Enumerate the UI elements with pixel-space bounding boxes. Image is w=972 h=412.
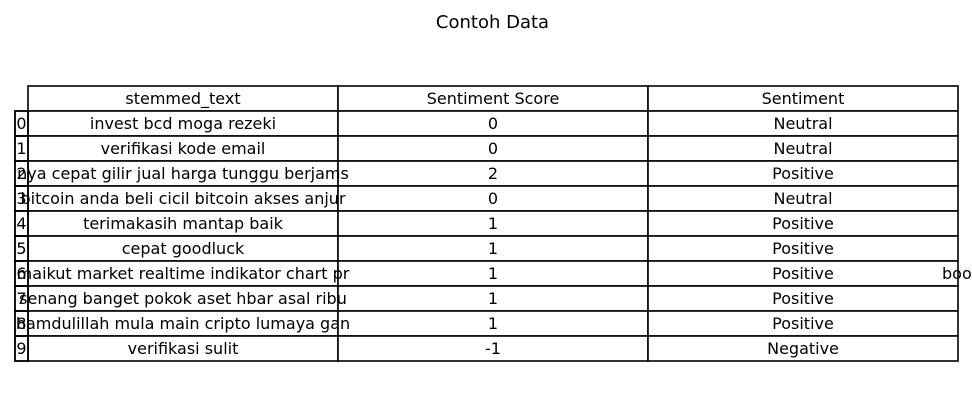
row-label: 6 bbox=[16, 264, 26, 283]
table-cell bbox=[27, 210, 339, 237]
table-cell bbox=[647, 310, 959, 337]
sentiment-cell: Neutral bbox=[773, 114, 832, 133]
overflow-text: boo bbox=[942, 264, 972, 283]
score-cell: 1 bbox=[488, 239, 498, 258]
table-cell bbox=[647, 285, 959, 312]
stemmed-text-cell: terimakasih mantap baik bbox=[83, 214, 284, 233]
row-label: 3 bbox=[16, 189, 26, 208]
score-cell: 0 bbox=[488, 139, 498, 158]
stemmed-text-cell: verifikasi kode email bbox=[101, 139, 266, 158]
table-cell bbox=[27, 160, 339, 187]
sentiment-cell: Negative bbox=[767, 339, 839, 358]
stemmed-text-cell: cepat goodluck bbox=[122, 239, 245, 258]
table-cell bbox=[337, 160, 649, 187]
chart-title: Contoh Data bbox=[435, 12, 550, 33]
sentiment-cell: Positive bbox=[772, 164, 834, 183]
stemmed-text-cell: invest bcd moga rezeki bbox=[90, 114, 276, 133]
score-cell: 0 bbox=[488, 189, 498, 208]
row-label: 4 bbox=[16, 214, 26, 233]
table-cell bbox=[337, 335, 649, 362]
sentiment-cell: Neutral bbox=[773, 189, 832, 208]
table-cell bbox=[27, 260, 339, 287]
score-cell: 1 bbox=[488, 314, 498, 333]
score-cell: -1 bbox=[485, 339, 501, 358]
table-cell bbox=[27, 285, 339, 312]
row-label: 1 bbox=[16, 139, 26, 158]
table-cell bbox=[647, 185, 959, 212]
stemmed-text-cell: hamdulillah mula main cripto lumaya gan bbox=[16, 314, 350, 333]
row-label: 7 bbox=[16, 289, 26, 308]
sentiment-cell: Positive bbox=[772, 289, 834, 308]
table-cell bbox=[337, 135, 649, 162]
score-cell: 2 bbox=[488, 164, 498, 183]
score-cell: 0 bbox=[488, 114, 498, 133]
table-cell bbox=[647, 110, 959, 137]
row-label: 0 bbox=[16, 114, 26, 133]
row-label: 2 bbox=[16, 164, 26, 183]
stemmed-text-cell: bitcoin anda beli cicil bitcoin akses an… bbox=[20, 189, 345, 208]
table-cell bbox=[647, 135, 959, 162]
stemmed-text-cell: senang banget pokok aset hbar asal ribu bbox=[19, 289, 347, 308]
row-label: 5 bbox=[16, 239, 26, 258]
stemmed-text-cell: verifikasi sulit bbox=[128, 339, 239, 358]
row-label: 8 bbox=[16, 314, 26, 333]
sentiment-cell: Neutral bbox=[773, 139, 832, 158]
table-cell bbox=[647, 235, 959, 262]
table-cell bbox=[337, 210, 649, 237]
table-cell bbox=[647, 210, 959, 237]
row-label-box bbox=[14, 335, 29, 362]
score-cell: 1 bbox=[488, 214, 498, 233]
stemmed-text-cell: nya cepat gilir jual harga tunggu berjam… bbox=[17, 164, 349, 183]
column-header: stemmed_text bbox=[125, 89, 240, 109]
sentiment-cell: Positive bbox=[772, 214, 834, 233]
column-header: Sentiment bbox=[762, 89, 845, 108]
sentiment-cell: Positive bbox=[772, 314, 834, 333]
header-cell bbox=[647, 85, 959, 112]
score-cell: 1 bbox=[488, 289, 498, 308]
row-label: 9 bbox=[16, 339, 26, 358]
sentiment-cell: Positive bbox=[772, 239, 834, 258]
column-header: Sentiment Score bbox=[427, 89, 560, 108]
score-cell: 1 bbox=[488, 264, 498, 283]
table-cell bbox=[647, 335, 959, 362]
stemmed-text-cell: maikut market realtime indikator chart p… bbox=[17, 264, 350, 283]
sentiment-cell: Positive bbox=[772, 264, 834, 283]
table-cell bbox=[27, 185, 339, 212]
